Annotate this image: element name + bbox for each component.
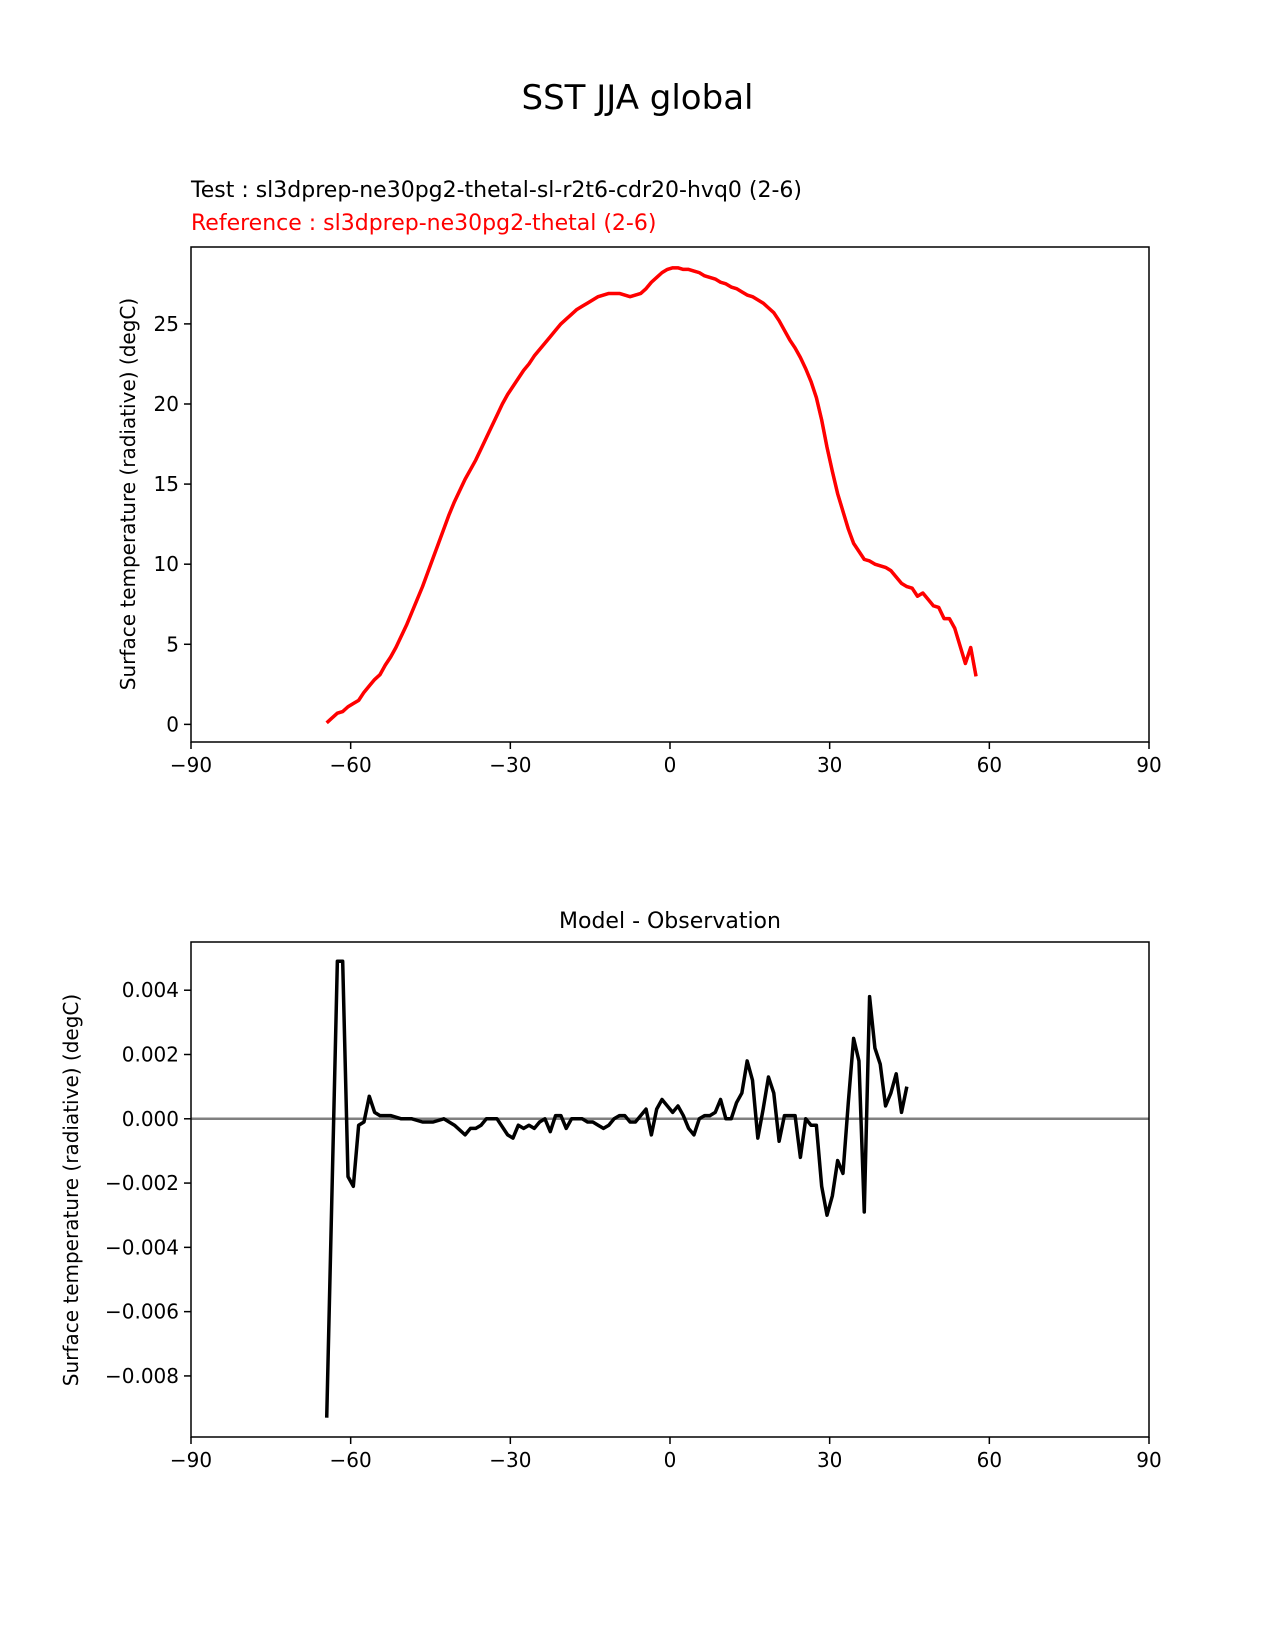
x-tick-label: −60 [330, 1448, 372, 1472]
top-axes-frame [190, 246, 1150, 743]
bottom-title: Model - Observation [559, 909, 781, 934]
y-tick-label: 0.000 [122, 1107, 179, 1131]
test-series-line [325, 266, 978, 724]
top-panel: Test : sl3dprep-ne30pg2-thetal-sl-r2t6-c… [116, 178, 1162, 777]
difference-series-line [324, 959, 909, 1418]
y-tick-label: −0.002 [105, 1171, 179, 1195]
x-tick-label: 30 [817, 1448, 842, 1472]
y-tick-label: 0 [166, 712, 179, 736]
reference-label: Reference : sl3dprep-ne30pg2-thetal (2-6… [191, 211, 656, 236]
x-tick-label: 30 [817, 753, 842, 777]
y-tick-label: 10 [154, 552, 179, 576]
x-tick-label: 0 [664, 1448, 677, 1472]
x-tick-label: −60 [330, 753, 372, 777]
bottom-axes-ticks: −90 −60 −30 0 30 60 90 0.004 0.002 0.000 −0.002 −0.… [105, 978, 1162, 1472]
x-tick-label: −90 [170, 753, 212, 777]
x-tick-label: 60 [977, 753, 1002, 777]
y-tick-label: −0.008 [105, 1364, 179, 1388]
x-tick-label: 60 [977, 1448, 1002, 1472]
y-tick-label: 25 [154, 312, 179, 336]
y-tick-label: 20 [154, 392, 179, 416]
y-tick-label: −0.006 [105, 1300, 179, 1324]
bottom-axes-frame [190, 941, 1150, 1438]
top-y-axis-label: Surface temperature (radiative) (degC) [116, 298, 140, 690]
x-tick-label: 0 [664, 753, 677, 777]
top-axes-ticks: −90 −60 −30 0 30 60 90 0 5 10 15 20 25 [154, 312, 1162, 777]
y-tick-label: 5 [166, 632, 179, 656]
x-tick-label: −90 [170, 1448, 212, 1472]
x-tick-label: −30 [489, 1448, 531, 1472]
figure-title: SST JJA global [522, 78, 754, 118]
y-tick-label: −0.004 [105, 1235, 179, 1259]
bottom-y-axis-label: Surface temperature (radiative) (degC) [59, 994, 83, 1386]
y-tick-label: 0.002 [122, 1043, 179, 1067]
test-label: Test : sl3dprep-ne30pg2-thetal-sl-r2t6-c… [190, 178, 802, 203]
x-tick-label: 90 [1136, 753, 1161, 777]
bottom-panel: Model - Observation −90 −60 −30 0 30 60 90 0.00… [59, 909, 1162, 1472]
y-tick-label: 0.004 [122, 978, 179, 1002]
y-tick-label: 15 [154, 472, 179, 496]
reference-series-line [325, 266, 978, 725]
x-tick-label: 90 [1136, 1448, 1161, 1472]
x-tick-label: −30 [489, 753, 531, 777]
